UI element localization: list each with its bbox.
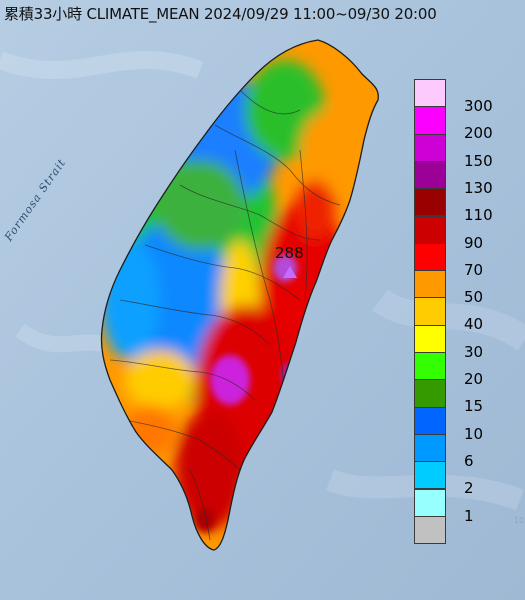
edge-text: 10 xyxy=(514,516,525,525)
legend-swatch xyxy=(414,352,446,381)
legend-label: 110 xyxy=(464,206,493,225)
legend-swatch xyxy=(414,79,446,108)
legend-swatch xyxy=(414,106,446,135)
legend-label: 50 xyxy=(464,288,484,307)
max-station-triangle-icon xyxy=(283,266,297,278)
legend-label: 6 xyxy=(464,451,474,470)
legend-swatch xyxy=(414,215,446,244)
legend-swatch xyxy=(414,433,446,463)
legend-label: 200 xyxy=(464,124,493,143)
legend-label: 130 xyxy=(464,178,493,197)
legend-label: 2 xyxy=(464,479,474,498)
legend-label: 30 xyxy=(464,342,484,361)
legend-swatch xyxy=(414,297,446,326)
legend-label: 90 xyxy=(464,233,484,252)
legend-label: 15 xyxy=(464,397,484,416)
legend-swatch xyxy=(414,133,446,162)
max-rainfall-value: 288 xyxy=(275,244,304,262)
legend-swatch xyxy=(414,242,446,272)
legend-label: 40 xyxy=(464,315,484,334)
legend-swatch xyxy=(414,379,446,408)
legend-swatch xyxy=(414,324,446,353)
legend-label: 1 xyxy=(464,506,474,525)
legend-label: 150 xyxy=(464,151,493,170)
legend-swatch xyxy=(414,160,446,190)
legend-swatch xyxy=(414,488,446,517)
sea-texture xyxy=(0,51,525,511)
legend-swatch xyxy=(414,515,446,545)
legend-swatch xyxy=(414,406,446,435)
legend-label: 300 xyxy=(464,97,493,115)
legend-label: 70 xyxy=(464,260,484,279)
legend-swatch xyxy=(414,188,446,217)
legend-label: 10 xyxy=(464,424,484,443)
map-title: 累積33小時 CLIMATE_MEAN 2024/09/29 11:00~09/… xyxy=(4,5,437,23)
legend-swatch xyxy=(414,270,446,299)
legend-label: 20 xyxy=(464,370,484,388)
legend-swatch xyxy=(414,461,446,490)
